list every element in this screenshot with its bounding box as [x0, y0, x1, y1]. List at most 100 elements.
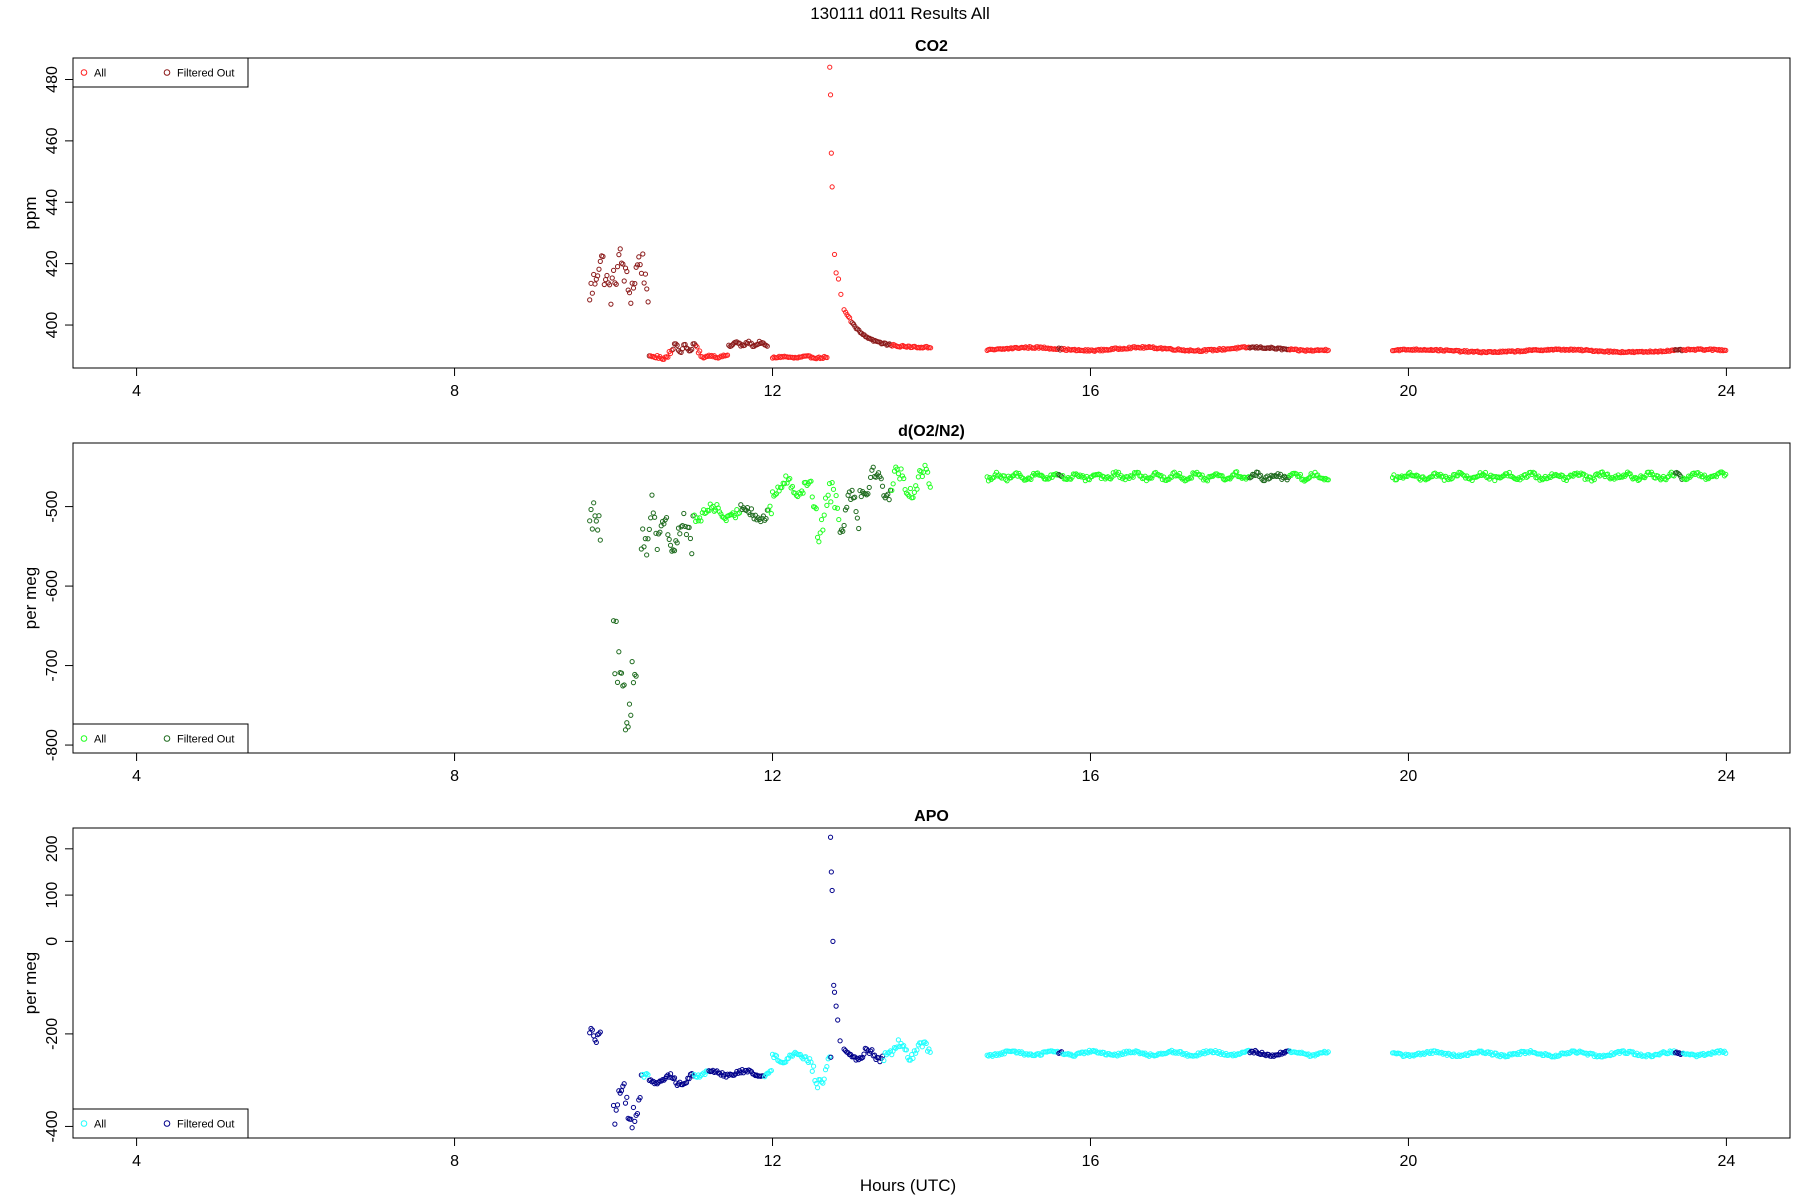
y-axis-label: ppm	[21, 196, 40, 229]
all-point	[817, 530, 823, 536]
all-point	[835, 276, 842, 282]
filtered-point	[616, 252, 622, 258]
all-point	[1557, 473, 1563, 480]
all-point	[736, 510, 743, 516]
filtered-point	[588, 1025, 594, 1032]
filtered-point	[612, 671, 618, 677]
filtered-point	[663, 514, 670, 521]
all-point	[808, 478, 814, 484]
filtered-point	[589, 1027, 595, 1033]
all-point	[641, 1074, 647, 1080]
all-point	[1482, 469, 1489, 476]
filtered-point	[683, 531, 690, 538]
all-point	[814, 1085, 821, 1091]
all-point	[1129, 473, 1135, 479]
filtered-point	[1256, 473, 1262, 479]
filtered-point	[830, 938, 836, 944]
plot-frame	[72, 827, 1791, 1139]
filtered-point	[629, 280, 635, 286]
y-tick-label: 420	[44, 250, 61, 277]
x-axis-label: Hours (UTC)	[860, 1176, 956, 1195]
filtered-point	[674, 342, 680, 348]
filtered-point	[613, 618, 619, 624]
all-point	[907, 485, 914, 492]
filtered-point	[671, 548, 678, 554]
all-point	[1703, 476, 1709, 482]
filtered-point	[596, 266, 602, 272]
y-tick-label: 440	[44, 189, 61, 216]
filtered-point	[628, 300, 634, 306]
legend: All Filtered Out	[72, 1108, 249, 1139]
all-point	[694, 344, 700, 350]
all-point	[834, 505, 841, 511]
filtered-point	[689, 346, 695, 353]
x-tick-label: 16	[1082, 383, 1100, 400]
all-point	[1563, 477, 1570, 484]
filtered-point	[828, 869, 834, 875]
all-point	[1004, 478, 1010, 484]
all-point	[1720, 1049, 1726, 1055]
filtered-point	[857, 487, 863, 494]
filtered-point	[1252, 1047, 1258, 1054]
filtered-point	[842, 507, 849, 513]
filtered-point	[1058, 345, 1065, 351]
all-point	[773, 491, 780, 497]
all-point	[825, 492, 831, 498]
filtered-point	[827, 834, 834, 840]
all-point	[1477, 470, 1483, 476]
all-point	[1553, 471, 1559, 478]
panel-2: APO per meg 4 8 12 16 20 24 200 100 0 -200 -400 All Fi…	[21, 808, 1791, 1170]
all-point	[919, 1044, 925, 1050]
filtered-point	[644, 552, 650, 558]
all-point	[822, 495, 829, 501]
x-tick-label: 12	[764, 1153, 782, 1170]
filtered-point	[646, 526, 652, 532]
all-point	[1407, 469, 1413, 476]
all-point	[723, 517, 729, 524]
filtered-point	[853, 508, 859, 515]
all-point	[783, 473, 789, 479]
all-point	[1297, 471, 1304, 478]
filtered-point	[831, 982, 837, 988]
all-point	[1065, 1051, 1071, 1057]
filtered-point	[652, 514, 658, 520]
all-point	[730, 510, 736, 516]
all-point	[1146, 476, 1152, 482]
y-axis-label: per meg	[21, 567, 40, 629]
all-point	[833, 492, 839, 499]
all-point	[1089, 473, 1095, 480]
filtered-point	[630, 285, 637, 291]
y-tick-label: -600	[44, 570, 61, 602]
filtered-point	[596, 513, 602, 519]
filtered-point	[748, 340, 754, 346]
filtered-point	[614, 679, 621, 685]
filtered-point	[849, 320, 855, 326]
all-point	[814, 534, 821, 540]
y-tick-label: 100	[44, 882, 61, 909]
all-point	[1405, 471, 1412, 477]
all-point	[1620, 472, 1627, 478]
filtered-point	[840, 528, 846, 534]
filtered-point	[1276, 1052, 1282, 1058]
all-point	[1186, 476, 1192, 482]
all-point	[809, 494, 815, 500]
all-point	[665, 354, 671, 360]
filtered-point	[1275, 471, 1281, 477]
panel-1: d(O2/N2) per meg 4 8 12 16 20 24 -500 -600 -700 -80…	[21, 423, 1791, 785]
filtered-point	[633, 673, 639, 679]
all-point	[654, 353, 660, 359]
all-point	[1130, 474, 1136, 480]
all-point	[763, 1071, 769, 1078]
all-point	[890, 481, 896, 487]
y-tick-label: 0	[44, 937, 61, 946]
filtered-point	[675, 525, 682, 531]
all-point	[830, 486, 837, 492]
filtered-point	[617, 246, 623, 252]
filtered-point	[849, 487, 855, 493]
all-point	[788, 485, 794, 491]
filtered-point	[610, 267, 617, 273]
all-point	[1517, 1051, 1523, 1057]
x-tick-label: 20	[1400, 768, 1418, 785]
all-point	[1713, 474, 1720, 480]
